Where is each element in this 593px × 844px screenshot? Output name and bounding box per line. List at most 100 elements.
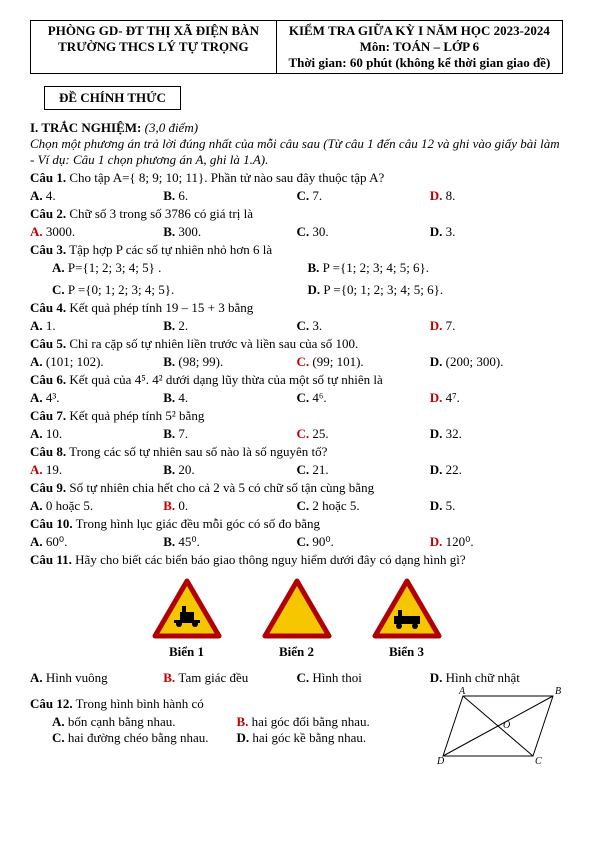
q8-a: 19. [46, 462, 62, 477]
q12-b: hai góc đối bằng nhau. [252, 714, 370, 729]
q7-text: Kết quả phép tính 5² bằng [69, 408, 204, 423]
sign-1: Biển 1 [152, 578, 222, 660]
q5-b: (98; 99). [178, 354, 223, 369]
q9-b: 0. [178, 498, 188, 513]
q2-b: 300. [178, 224, 201, 239]
official-text: ĐỀ CHÍNH THỨC [59, 90, 166, 105]
q11-b: Tam giác đều [178, 670, 248, 685]
question-8: Câu 8. Trong các số tự nhiên sau số nào … [30, 444, 563, 460]
sign-2: Biển 2 [262, 578, 332, 660]
header-right: KIỂM TRA GIỮA KỲ I NĂM HỌC 2023-2024 Môn… [277, 21, 562, 73]
dept-line: PHÒNG GD- ĐT THỊ XÃ ĐIỆN BÀN [48, 23, 259, 38]
q9-label: Câu 9. [30, 480, 66, 495]
svg-text:D: D [436, 756, 445, 766]
q6-options: A. 4³. B. 4. C. 4⁶. D. 4⁷. [30, 390, 563, 406]
q8-text: Trong các số tự nhiên sau số nào là số n… [69, 444, 327, 459]
q2-c: 30. [312, 224, 328, 239]
header-table: PHÒNG GD- ĐT THỊ XÃ ĐIỆN BÀN TRƯỜNG THCS… [30, 20, 563, 74]
svg-text:A: A [458, 686, 466, 697]
subject-line: Môn: TOÁN – LỚP 6 [360, 39, 479, 54]
q9-options: A. 0 hoặc 5. B. 0. C. 2 hoặc 5. D. 5. [30, 498, 563, 514]
q2-a: 3000. [46, 224, 75, 239]
section-score: (3,0 điểm) [145, 120, 198, 135]
section-title: I. TRẮC NGHIỆM: [30, 120, 141, 135]
q5-label: Câu 5. [30, 336, 66, 351]
q4-c: 3. [312, 318, 322, 333]
section-instruction: Chọn một phương án trả lời đúng nhất của… [30, 136, 563, 168]
q6-c: 4⁶. [312, 390, 326, 405]
q10-b: 45⁰. [178, 534, 199, 549]
q1-text: Cho tập A={ 8; 9; 10; 11}. Phần tử nào s… [69, 170, 384, 185]
q6-label: Câu 6. [30, 372, 66, 387]
duration-line: Thời gian: 60 phút (không kể thời gian g… [288, 55, 550, 70]
sign-1-label: Biển 1 [152, 644, 222, 660]
question-3: Câu 3. Tập hợp P các số tự nhiên nhỏ hơn… [30, 242, 563, 258]
q11-a: Hình vuông [46, 670, 108, 685]
question-11: Câu 11. Hãy cho biết các biển báo giao t… [30, 552, 563, 568]
q9-c: 2 hoặc 5. [312, 498, 359, 513]
q7-label: Câu 7. [30, 408, 66, 423]
q12-c: hai đường chéo bằng nhau. [68, 730, 209, 745]
question-7: Câu 7. Kết quả phép tính 5² bằng [30, 408, 563, 424]
q7-b: 7. [178, 426, 188, 441]
q8-label: Câu 8. [30, 444, 66, 459]
sign-row: Biển 1 Biển 2 Biển 3 [30, 578, 563, 660]
q10-a: 60⁰. [46, 534, 67, 549]
sign-3: Biển 3 [372, 578, 442, 660]
q5-options: A. (101; 102). B. (98; 99). C. (99; 101)… [30, 354, 563, 370]
q1-options: A. 4. B. 6. C. 7. D. 8. [30, 188, 563, 204]
q11-text: Hãy cho biết các biển báo giao thông ngu… [75, 552, 465, 567]
q12-label: Câu 12. [30, 696, 73, 711]
q5-d: (200; 300). [446, 354, 504, 369]
q3-text: Tập hợp P các số tự nhiên nhỏ hơn 6 là [69, 242, 272, 257]
q7-a: 10. [46, 426, 62, 441]
q10-c: 90⁰. [312, 534, 333, 549]
q1-a: 4. [46, 188, 56, 203]
q11-label: Câu 11. [30, 552, 72, 567]
q12-a: bốn cạnh bằng nhau. [68, 714, 176, 729]
svg-text:B: B [555, 686, 561, 697]
warning-sign-icon [152, 578, 222, 640]
q8-b: 20. [178, 462, 194, 477]
q3-a: P={1; 2; 3; 4; 5} . [68, 260, 162, 275]
q6-d: 4⁷. [446, 390, 460, 405]
q3-d: P ={0; 1; 2; 3; 4; 5; 6}. [323, 282, 443, 297]
q5-a: (101; 102). [46, 354, 104, 369]
q4-label: Câu 4. [30, 300, 66, 315]
question-9: Câu 9. Số tự nhiên chia hết cho cả 2 và … [30, 480, 563, 496]
q11-c: Hình thoi [312, 670, 361, 685]
q7-c: 25. [312, 426, 328, 441]
q3-label: Câu 3. [30, 242, 66, 257]
exam-title: KIỂM TRA GIỮA KỲ I NĂM HỌC 2023-2024 [289, 23, 550, 38]
q10-d: 120⁰. [446, 534, 474, 549]
q3-b: P ={1; 2; 3; 4; 5; 6}. [323, 260, 429, 275]
q7-d: 32. [446, 426, 462, 441]
q3-c: P ={0; 1; 2; 3; 4; 5}. [68, 282, 174, 297]
q12-options: A. bốn cạnh bằng nhau. B. hai góc đối bằ… [30, 714, 421, 746]
q2-label: Câu 2. [30, 206, 66, 221]
q11-d: Hình chữ nhật [446, 670, 520, 685]
svg-text:C: C [535, 756, 542, 766]
q9-text: Số tự nhiên chia hết cho cả 2 và 5 có ch… [69, 480, 374, 495]
question-10: Câu 10. Trong hình lục giác đều mỗi góc … [30, 516, 563, 532]
warning-sign-icon [372, 578, 442, 640]
question-12-left: Câu 12. Trong hình bình hành có A. bốn c… [30, 686, 421, 746]
q9-a: 0 hoặc 5. [46, 498, 93, 513]
q8-c: 21. [312, 462, 328, 477]
question-1: Câu 1. Cho tập A={ 8; 9; 10; 11}. Phần t… [30, 170, 563, 186]
sign-3-label: Biển 3 [372, 644, 442, 660]
q10-label: Câu 10. [30, 516, 73, 531]
q12-d: hai góc kề bằng nhau. [252, 730, 366, 745]
q6-text: Kết quả của 4⁵. 4² dưới dạng lũy thừa củ… [69, 372, 382, 387]
q6-b: 4. [178, 390, 188, 405]
parallelogram-icon: A B C D O [433, 686, 563, 766]
question-4: Câu 4. Kết quả phép tính 19 – 15 + 3 bằn… [30, 300, 563, 316]
q4-text: Kết quả phép tính 19 – 15 + 3 bằng [69, 300, 253, 315]
q2-text: Chữ số 3 trong số 3786 có giá trị là [69, 206, 253, 221]
q10-options: A. 60⁰. B. 45⁰. C. 90⁰. D. 120⁰. [30, 534, 563, 550]
q1-c: 7. [312, 188, 322, 203]
q1-d: 8. [446, 188, 456, 203]
q2-options: A. 3000. B. 300. C. 30. D. 3. [30, 224, 563, 240]
official-box: ĐỀ CHÍNH THỨC [44, 86, 181, 110]
q3-options-row2: C. P ={0; 1; 2; 3; 4; 5}. D. P ={0; 1; 2… [30, 282, 563, 298]
